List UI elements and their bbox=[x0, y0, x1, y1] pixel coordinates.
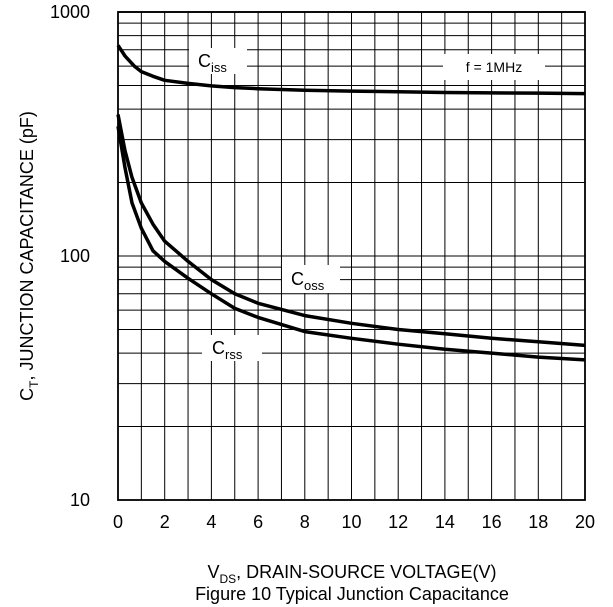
series-label-crss: Crss bbox=[212, 338, 243, 362]
series-label-main: C bbox=[291, 269, 304, 289]
x-axis-title-sub: DS bbox=[219, 572, 236, 586]
x-tick-label: 2 bbox=[160, 512, 170, 532]
x-tick-label: 8 bbox=[300, 512, 310, 532]
series-label-sub: iss bbox=[211, 60, 227, 75]
series-label-ciss: Ciss bbox=[198, 51, 227, 75]
series-lines bbox=[116, 44, 586, 362]
series-label-sub: rss bbox=[225, 347, 243, 362]
x-tick-label: 6 bbox=[253, 512, 263, 532]
y-tick-label: 10 bbox=[70, 490, 90, 510]
x-axis-title: VDS, DRAIN-SOURCE VOLTAGE(V) bbox=[207, 562, 496, 586]
x-axis-title-main: V bbox=[207, 562, 219, 582]
series-line-crss bbox=[116, 126, 586, 362]
x-tick-label: 4 bbox=[206, 512, 216, 532]
plot-frame bbox=[117, 11, 586, 501]
series-line-coss bbox=[116, 114, 586, 348]
series-label-background bbox=[189, 48, 247, 74]
series-line-ciss bbox=[116, 44, 586, 96]
series-label-coss: Coss bbox=[291, 269, 325, 293]
annotation-background bbox=[443, 54, 545, 80]
series-label-background bbox=[282, 265, 340, 293]
x-tick-label: 18 bbox=[528, 512, 548, 532]
x-axis-title-rest: , DRAIN-SOURCE VOLTAGE(V) bbox=[236, 562, 496, 582]
y-tick-label: 100 bbox=[60, 246, 90, 266]
series-label-main: C bbox=[198, 51, 211, 71]
x-tick-label: 20 bbox=[575, 512, 595, 532]
series-label-main: C bbox=[212, 338, 225, 358]
y-axis-title-sub: T bbox=[27, 380, 41, 388]
tick-labels: 0 2 4 6 8 10 12 14 16 18 20 10 100 1000 bbox=[50, 2, 595, 532]
series-label-sub: oss bbox=[304, 278, 325, 293]
x-tick-label: 10 bbox=[341, 512, 361, 532]
figure-caption: Figure 10 Typical Junction Capacitance bbox=[195, 584, 509, 604]
frequency-annotation: f = 1MHz bbox=[466, 59, 522, 75]
x-tick-label: 16 bbox=[482, 512, 502, 532]
y-axis-title-main: C bbox=[17, 388, 37, 401]
grid bbox=[117, 11, 586, 501]
y-tick-label: 1000 bbox=[50, 2, 90, 22]
x-tick-label: 0 bbox=[113, 512, 123, 532]
series-label-background bbox=[202, 335, 262, 361]
y-axis-title-rest: , JUNCTION CAPACITANCE (pF) bbox=[17, 111, 37, 380]
y-axis-title: CT, JUNCTION CAPACITANCE (pF) bbox=[17, 111, 41, 401]
x-tick-label: 12 bbox=[388, 512, 408, 532]
x-tick-label: 14 bbox=[435, 512, 455, 532]
